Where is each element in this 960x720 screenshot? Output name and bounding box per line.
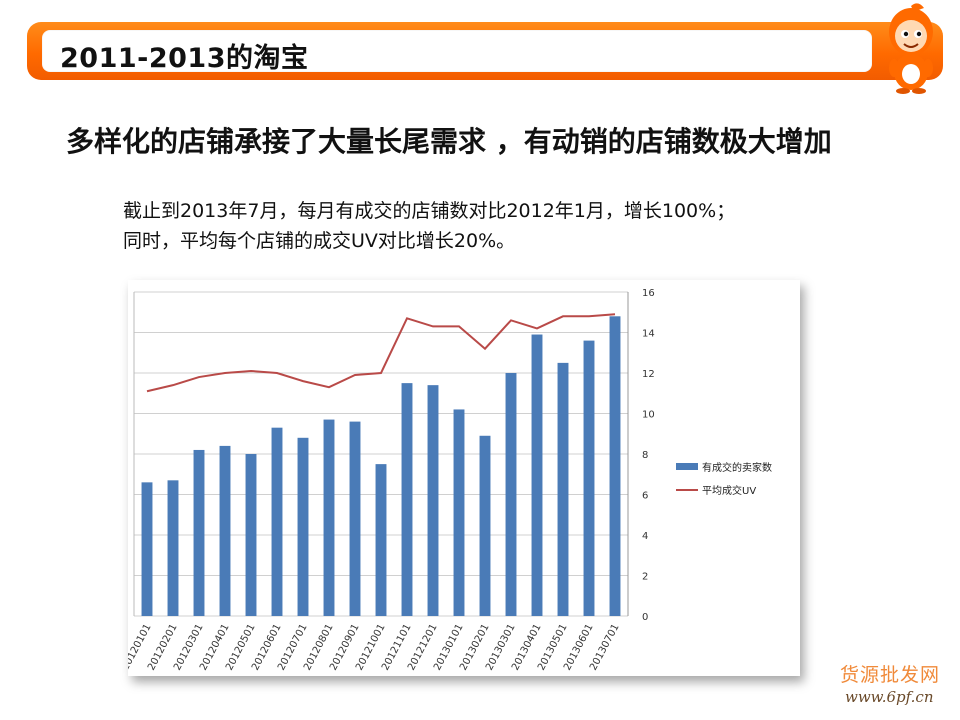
y-tick-label: 6 bbox=[642, 491, 648, 502]
y-tick-label: 14 bbox=[642, 329, 655, 340]
y-tick-label: 12 bbox=[642, 369, 655, 380]
y-tick-label: 4 bbox=[642, 531, 648, 542]
description: 截止到2013年7月，每月有成交的店铺数对比2012年1月，增长100%； 同时… bbox=[123, 196, 735, 256]
legend-bar-label: 有成交的卖家数 bbox=[702, 461, 772, 474]
bar bbox=[141, 482, 153, 616]
bar bbox=[193, 449, 205, 616]
watermark-url: www.6pf.cn bbox=[845, 688, 934, 706]
watermark-text: 货源批发网 bbox=[840, 664, 941, 686]
y-tick-label: 2 bbox=[642, 572, 648, 583]
legend-line-label: 平均成交UV bbox=[702, 484, 756, 497]
bar bbox=[505, 373, 517, 616]
bar bbox=[219, 445, 231, 616]
mascot-icon bbox=[889, 3, 933, 94]
line-series bbox=[146, 313, 616, 393]
header-title-plate bbox=[42, 30, 872, 72]
slide-subtitle: 多样化的店铺承接了大量长尾需求 ，有动销的店铺数极大增加 bbox=[66, 125, 832, 158]
bar bbox=[609, 316, 621, 616]
description-line-2: 同时，平均每个店铺的成交UV对比增长20%。 bbox=[123, 230, 516, 252]
bar bbox=[427, 385, 439, 616]
y-tick-label: 8 bbox=[642, 450, 648, 461]
bar bbox=[583, 340, 595, 616]
bar bbox=[453, 409, 465, 616]
bar bbox=[531, 334, 543, 616]
bar bbox=[271, 427, 283, 616]
bar bbox=[167, 480, 179, 616]
bar bbox=[479, 435, 491, 616]
page-title: 2011-2013的淘宝 bbox=[60, 43, 309, 74]
bar bbox=[557, 362, 569, 616]
y-tick-label: 16 bbox=[642, 288, 655, 299]
bar bbox=[323, 419, 335, 616]
legend-bar-swatch bbox=[676, 463, 698, 470]
taobao-logo-text: 淘宝网 bbox=[795, 37, 853, 59]
taobao-logo-sub: Taobao.com bbox=[801, 57, 868, 68]
description-line-1: 截止到2013年7月，每月有成交的店铺数对比2012年1月，增长100%； bbox=[123, 200, 736, 222]
chart-card: 0 2 4 6 8 10 12 14 16 20120101 20120201 20120301 20… bbox=[128, 280, 800, 676]
y-tick-label: 0 bbox=[642, 612, 648, 623]
y-tick-label: 10 bbox=[642, 410, 655, 421]
bar bbox=[297, 437, 309, 616]
bar bbox=[401, 383, 413, 616]
bar bbox=[375, 464, 387, 616]
bar bbox=[349, 421, 361, 616]
bar bbox=[245, 454, 257, 616]
